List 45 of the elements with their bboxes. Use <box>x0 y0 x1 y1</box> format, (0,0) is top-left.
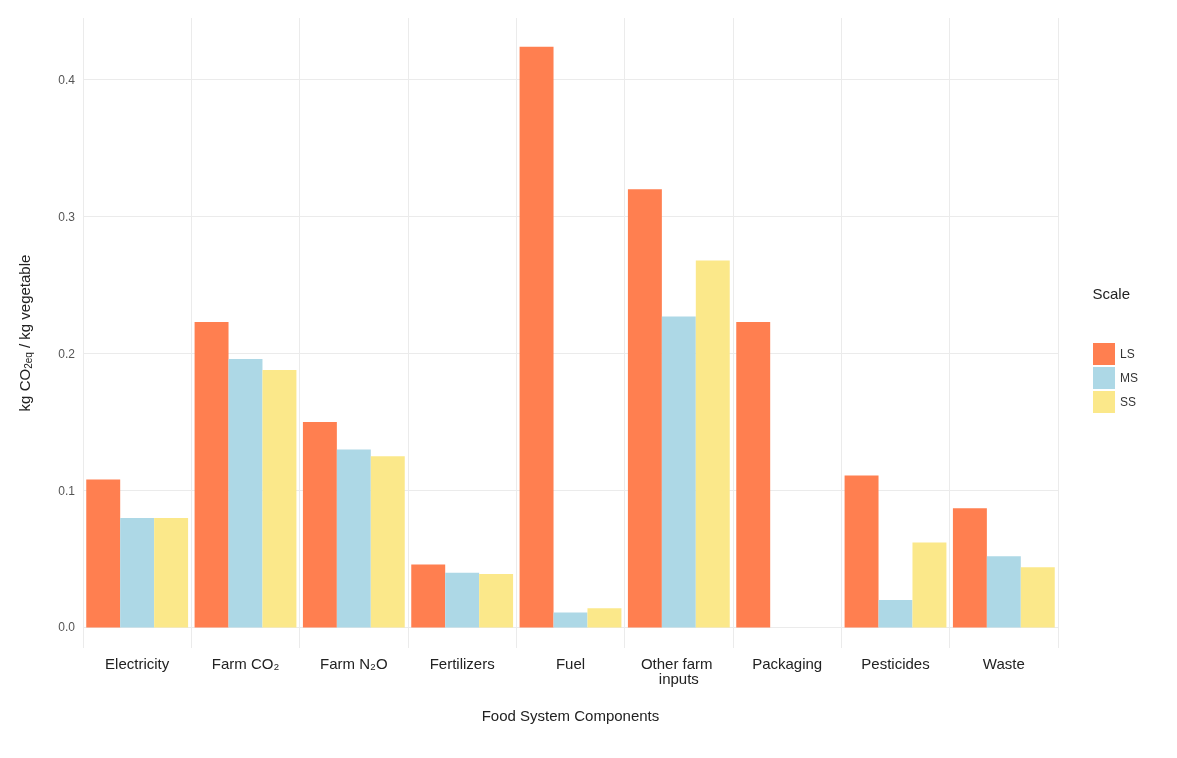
x-tick-label: Fuel <box>555 655 586 672</box>
y-tick-label: 0.0 <box>58 620 76 635</box>
bar <box>912 542 947 628</box>
legend-label: LS <box>1120 347 1135 361</box>
bar <box>952 508 987 628</box>
bar <box>878 600 913 628</box>
x-axis-title: Food System Components <box>481 707 660 724</box>
bar <box>336 449 371 628</box>
x-tick-label: Other farm inputs <box>640 655 717 687</box>
x-tick-label: Fertilizers <box>429 655 495 672</box>
bar <box>302 422 337 628</box>
bar <box>370 456 405 628</box>
bar <box>86 479 121 628</box>
legend-label: MS <box>1120 371 1138 385</box>
y-tick-label: 0.2 <box>58 346 76 361</box>
bar <box>986 556 1021 628</box>
legend-title: Scale <box>1092 285 1131 302</box>
y-tick-label: 0.4 <box>58 72 76 87</box>
bar <box>228 359 263 628</box>
bar <box>411 564 446 628</box>
legend-label: SS <box>1120 395 1137 409</box>
bar <box>844 475 879 628</box>
bar <box>120 517 155 628</box>
bar <box>627 189 662 628</box>
bar <box>194 322 229 628</box>
bar <box>553 612 588 628</box>
bar <box>1020 567 1055 628</box>
x-tick-label: Electricity <box>105 655 170 672</box>
bar <box>154 517 189 628</box>
y-axis-title: kg CO2eq / kg vegetable <box>15 254 34 412</box>
bar <box>262 369 297 628</box>
x-tick-label: Farm N₂O <box>320 655 388 672</box>
bar <box>661 316 696 628</box>
y-tick-label: 0.3 <box>58 209 76 224</box>
bar <box>736 322 771 628</box>
x-tick-label: Farm CO₂ <box>211 655 280 672</box>
bar <box>519 46 554 628</box>
bar <box>445 572 480 628</box>
bar <box>479 574 514 628</box>
bar <box>695 260 730 628</box>
bar <box>587 608 622 628</box>
x-tick-label: Packaging <box>752 655 823 672</box>
x-tick-label: Waste <box>982 655 1025 672</box>
x-tick-label: Pesticides <box>861 655 930 672</box>
y-tick-label: 0.1 <box>58 483 76 498</box>
